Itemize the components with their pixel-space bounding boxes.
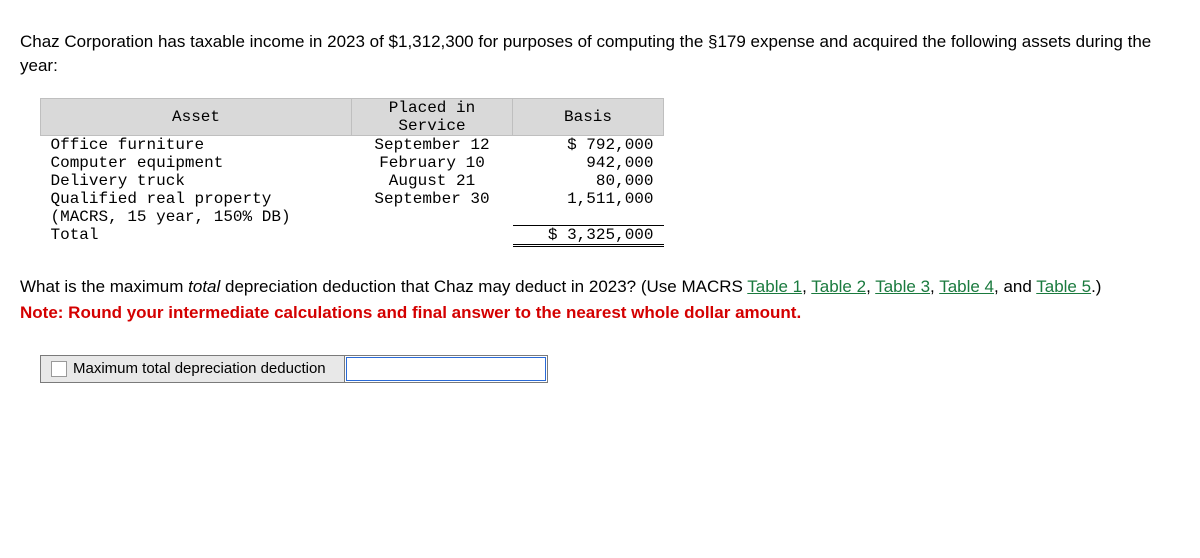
cell-asset: Office furniture <box>41 135 352 154</box>
cell-service: February 10 <box>352 154 513 172</box>
sep: , <box>930 277 939 296</box>
note-text: Note: Round your intermediate calculatio… <box>20 303 1180 323</box>
question-post: .) <box>1091 277 1101 296</box>
asset-table: Asset Placed in Service Basis Office fur… <box>40 98 664 248</box>
link-table-2[interactable]: Table 2 <box>811 277 866 296</box>
question-pre: What is the maximum <box>20 277 188 296</box>
cell-basis: $ 792,000 <box>513 135 664 154</box>
link-table-5[interactable]: Table 5 <box>1036 277 1091 296</box>
col-header-service: Placed in Service <box>352 98 513 135</box>
total-value: $ 3,325,000 <box>513 226 664 246</box>
col-header-asset: Asset <box>41 98 352 135</box>
table-total-row: Total $ 3,325,000 <box>41 226 664 246</box>
answer-table: Maximum total depreciation deduction <box>40 355 548 383</box>
answer-checkbox-icon <box>51 361 67 377</box>
cell-basis: 942,000 <box>513 154 664 172</box>
question-text: What is the maximum total depreciation d… <box>20 275 1180 299</box>
answer-input[interactable] <box>346 357 546 381</box>
cell-service: August 21 <box>352 172 513 190</box>
cell-service: September 12 <box>352 135 513 154</box>
question-mid: depreciation deduction that Chaz may ded… <box>220 277 747 296</box>
cell-service: September 30 <box>352 190 513 226</box>
answer-label: Maximum total depreciation deduction <box>73 360 326 377</box>
cell-asset: Qualified real property (MACRS, 15 year,… <box>41 190 352 226</box>
question-ital: total <box>188 277 220 296</box>
link-table-4[interactable]: Table 4 <box>939 277 994 296</box>
sep: , <box>802 277 811 296</box>
answer-label-cell: Maximum total depreciation deduction <box>41 355 345 382</box>
cell-asset: Computer equipment <box>41 154 352 172</box>
cell-asset: Delivery truck <box>41 172 352 190</box>
table-row: Office furniture September 12 $ 792,000 <box>41 135 664 154</box>
question-intro: Chaz Corporation has taxable income in 2… <box>20 30 1180 78</box>
link-table-3[interactable]: Table 3 <box>875 277 930 296</box>
table-row: Delivery truck August 21 80,000 <box>41 172 664 190</box>
cell-basis: 80,000 <box>513 172 664 190</box>
table-row: Qualified real property (MACRS, 15 year,… <box>41 190 664 226</box>
and: , and <box>994 277 1036 296</box>
link-table-1[interactable]: Table 1 <box>747 277 802 296</box>
total-label: Total <box>41 226 352 246</box>
table-row: Computer equipment February 10 942,000 <box>41 154 664 172</box>
col-header-basis: Basis <box>513 98 664 135</box>
sep: , <box>866 277 875 296</box>
cell-basis: 1,511,000 <box>513 190 664 226</box>
